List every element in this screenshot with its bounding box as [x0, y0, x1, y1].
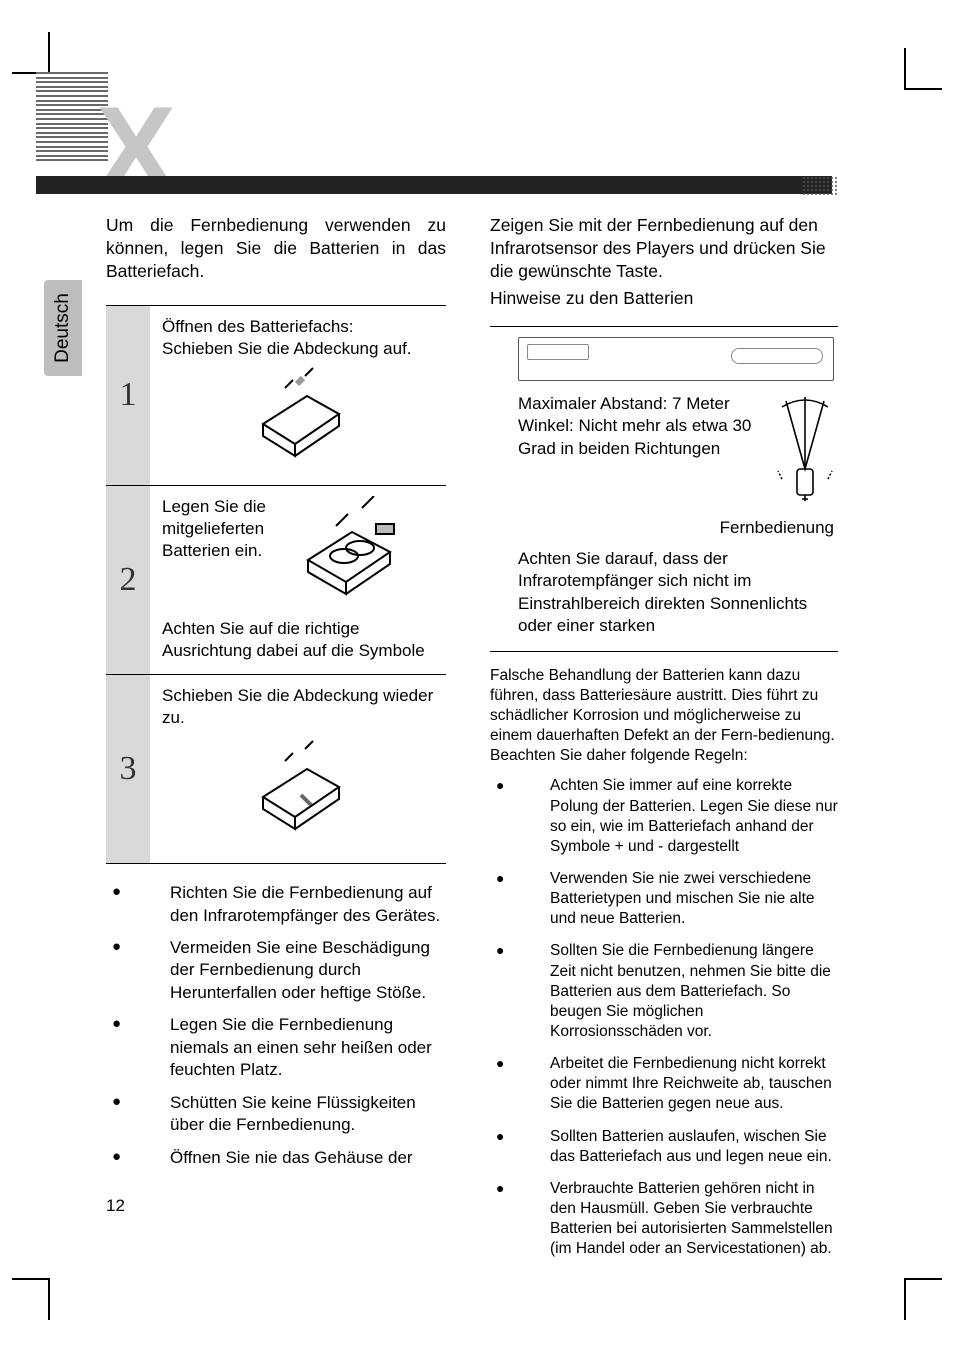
- left-bullet-list: Richten Sie die Fernbedienung auf den In…: [106, 882, 446, 1169]
- intro-right-2: Hinweise zu den Batterien: [490, 287, 838, 310]
- bullet-text: Öffnen Sie nie das Gehäuse der: [170, 1147, 413, 1169]
- warning-paragraph: Falsche Behandlung der Batterien kann da…: [490, 666, 838, 767]
- step-text: Schieben Sie die Abdeckung auf.: [162, 338, 438, 360]
- bullet-text: Sollten Batterien auslaufen, wischen Sie…: [550, 1127, 838, 1167]
- range-infobox: Maximaler Abstand: 7 Meter Winkel: Nicht…: [490, 326, 838, 651]
- page-number: 12: [106, 1196, 125, 1216]
- intro-left: Um die Fernbedienung verwenden zu können…: [106, 214, 446, 283]
- step-text: Achten Sie auf die richtige Ausrichtung …: [162, 618, 438, 662]
- infobox-note: Achten Sie darauf, dass der Infrarotempf…: [518, 548, 834, 636]
- bullet-text: Richten Sie die Fernbedienung auf den In…: [170, 882, 446, 927]
- step-3: 3 Schieben Sie die Abdeckung wieder zu.: [106, 675, 446, 864]
- bullet-text: Verbrauchte Batterien gehören nicht in d…: [550, 1179, 838, 1260]
- step-number: 3: [106, 675, 150, 863]
- bullet-text: Vermeiden Sie eine Beschädigung der Fern…: [170, 937, 446, 1004]
- header-band: [36, 176, 832, 194]
- step-text: Öffnen des Batteriefachs:: [162, 316, 438, 338]
- battery-open-icon: [162, 360, 438, 472]
- remote-range-icon: [776, 393, 834, 508]
- battery-insert-icon: [290, 496, 410, 612]
- bullet-text: Achten Sie immer auf eine korrekte Polun…: [550, 776, 838, 857]
- language-label: Deutsch: [52, 293, 74, 363]
- remote-caption: Fernbedienung: [518, 518, 834, 538]
- battery-close-icon: [162, 729, 438, 851]
- bullet-text: Arbeitet die Fernbedienung nicht korrekt…: [550, 1054, 838, 1114]
- info-line: Maximaler Abstand: 7 Meter: [518, 393, 766, 415]
- x-logo: X: [96, 80, 170, 218]
- header-dots: [802, 176, 838, 196]
- bullet-text: Sollten Sie die Fernbedienung längere Ze…: [550, 941, 838, 1042]
- step-text: Schieben Sie die Abdeckung wieder zu.: [162, 685, 438, 729]
- bullet-text: Legen Sie die Fernbedienung niemals an e…: [170, 1014, 446, 1081]
- right-bullet-list: Achten Sie immer auf eine korrekte Polun…: [490, 776, 838, 1259]
- language-tab: Deutsch: [44, 280, 82, 376]
- step-text: Legen Sie die mitgelieferten Batterien e…: [162, 496, 282, 612]
- bullet-text: Verwenden Sie nie zwei verschiedene Batt…: [550, 869, 838, 929]
- intro-right-1: Zeigen Sie mit der Fernbedienung auf den…: [490, 214, 838, 283]
- bullet-text: Schütten Sie keine Flüssigkeiten über di…: [170, 1092, 446, 1137]
- player-device-icon: [518, 337, 834, 381]
- step-1: 1 Öffnen des Batteriefachs: Schieben Sie…: [106, 306, 446, 485]
- info-line: Winkel: Nicht mehr als etwa 30 Grad in b…: [518, 415, 766, 459]
- step-number: 1: [106, 306, 150, 484]
- step-2: 2 Legen Sie die mitgelieferten Batterien…: [106, 486, 446, 675]
- step-number: 2: [106, 486, 150, 674]
- steps-table: 1 Öffnen des Batteriefachs: Schieben Sie…: [106, 305, 446, 864]
